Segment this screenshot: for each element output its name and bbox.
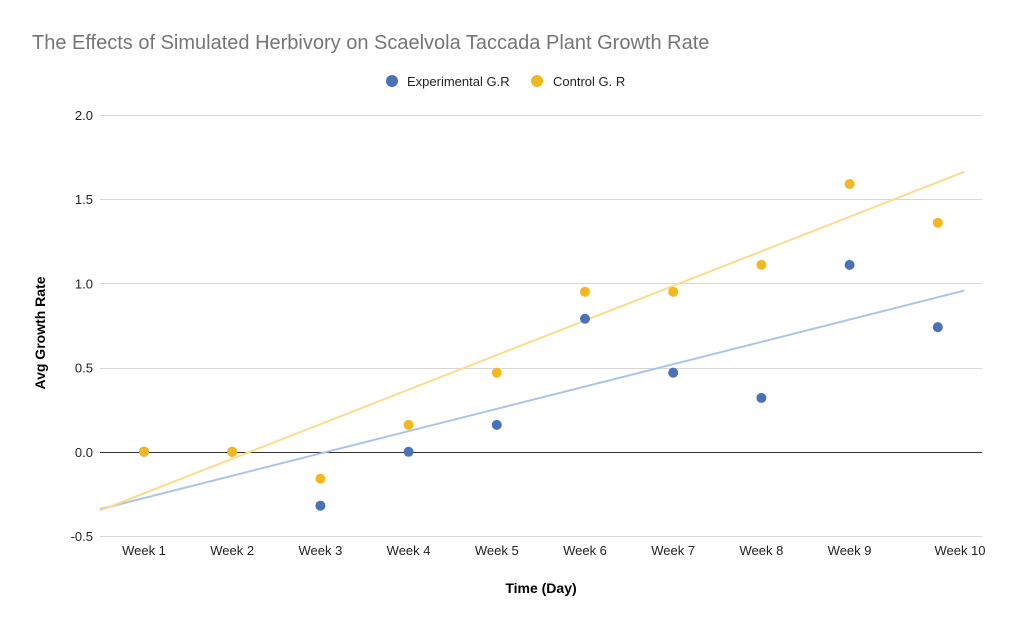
legend-swatch-control [531,75,543,87]
x-tick-label: Week 6 [563,543,607,558]
point-experimental[interactable] [580,313,590,324]
x-tick-label: Week 1 [122,543,166,558]
point-experimental[interactable] [932,322,943,333]
point-control[interactable] [139,446,149,457]
x-axis-title: Time (Day) [505,580,576,596]
point-experimental[interactable] [756,392,767,403]
trendline-control [99,170,965,512]
point-experimental[interactable] [668,367,679,378]
point-control[interactable] [756,259,767,270]
y-tick-label: 1.0 [75,276,93,291]
x-tick-label: Week 10 [934,543,985,558]
x-axis-ticks: Week 1 Week 2 Week 3 Week 4 Week 5 Week 6 Week… [122,543,985,558]
y-tick-label: 0.0 [75,445,93,460]
y-tick-label: 1.5 [75,192,93,207]
legend-item-experimental[interactable]: Experimental G.R [386,74,510,89]
y-axis-ticks: 2.0 1.5 1.0 0.5 0.0 -0.5 [71,108,93,544]
point-control[interactable] [668,286,679,297]
x-tick-label: Week 2 [210,543,254,558]
point-control[interactable] [315,473,326,484]
trendline-experimental [99,289,965,511]
legend: Experimental G.R Control G. R [386,74,625,89]
gridlines [100,115,982,537]
point-experimental[interactable] [403,446,414,457]
point-control[interactable] [580,286,590,297]
y-axis-title: Avg Growth Rate [32,276,48,389]
x-tick-label: Week 9 [828,543,872,558]
point-control[interactable] [491,367,502,378]
x-tick-label: Week 4 [387,543,431,558]
legend-label-experimental: Experimental G.R [407,74,510,89]
point-experimental[interactable] [491,419,502,430]
trendlines [99,170,965,512]
point-experimental[interactable] [315,500,326,511]
y-tick-label: 2.0 [75,108,93,123]
y-tick-label: 0.5 [75,361,93,376]
point-control[interactable] [844,179,855,190]
point-control[interactable] [932,217,943,228]
data-points [139,179,943,511]
chart-title: The Effects of Simulated Herbivory on Sc… [32,32,709,54]
legend-swatch-experimental [386,75,398,87]
point-control[interactable] [403,419,414,430]
x-tick-label: Week 8 [739,543,783,558]
legend-item-control[interactable]: Control G. R [531,74,625,89]
y-tick-label: -0.5 [71,529,93,544]
legend-label-control: Control G. R [553,74,625,89]
point-control[interactable] [227,446,238,457]
point-experimental[interactable] [844,259,855,270]
x-tick-label: Week 7 [651,543,695,558]
x-tick-label: Week 3 [298,543,342,558]
x-tick-label: Week 5 [475,543,519,558]
